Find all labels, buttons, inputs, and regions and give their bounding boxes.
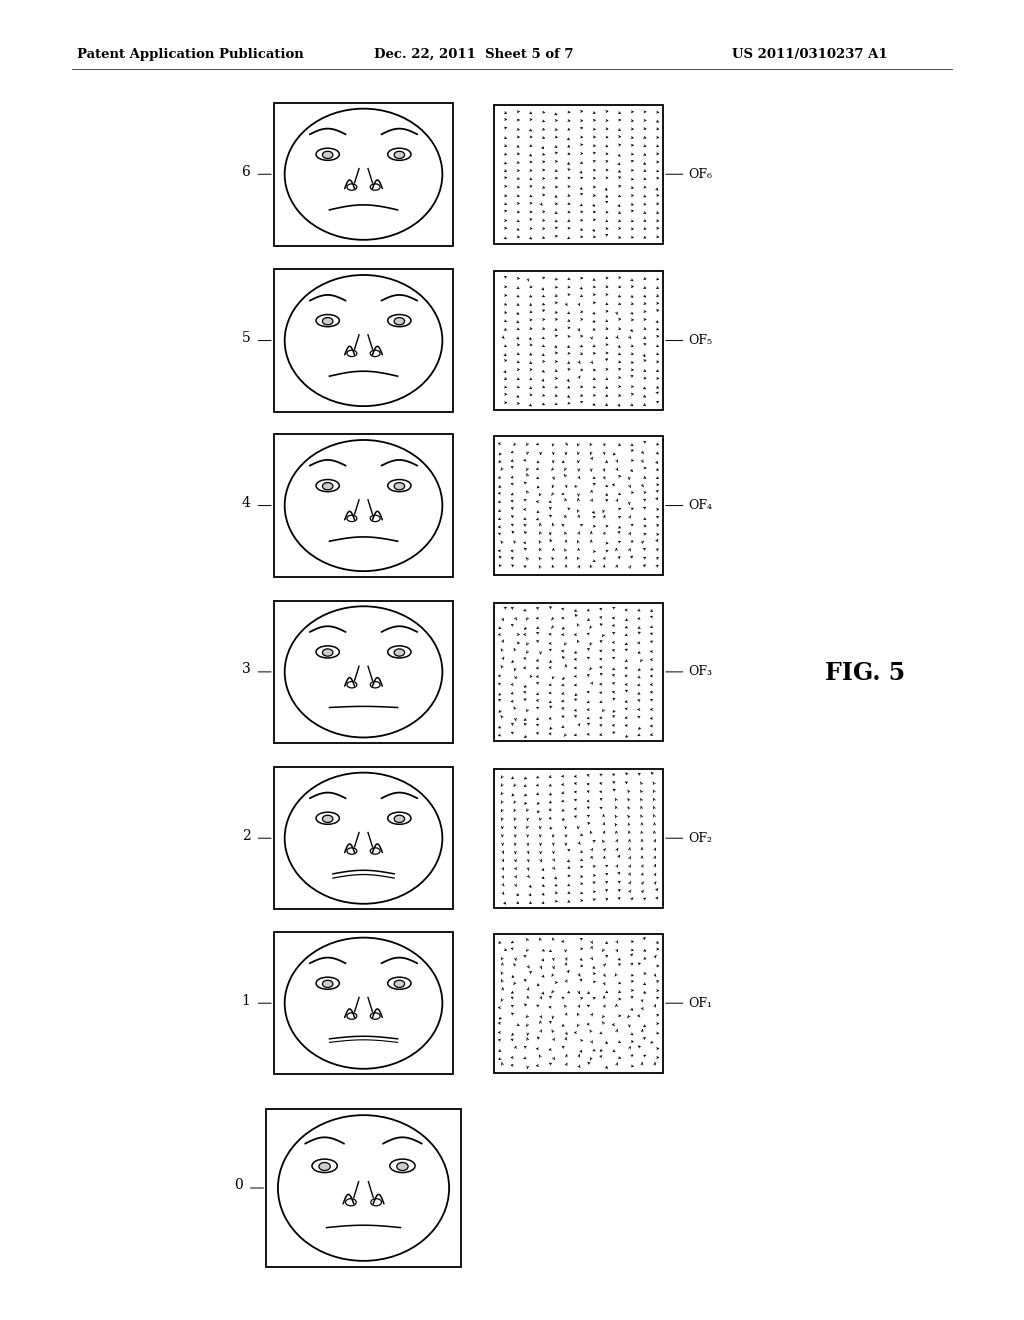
- Bar: [273, 434, 453, 577]
- Ellipse shape: [388, 812, 411, 824]
- Ellipse shape: [316, 977, 339, 989]
- Ellipse shape: [285, 772, 442, 904]
- Ellipse shape: [316, 314, 339, 326]
- Text: OF₃: OF₃: [688, 665, 713, 678]
- Ellipse shape: [394, 649, 404, 656]
- Ellipse shape: [285, 440, 442, 572]
- Bar: [273, 269, 453, 412]
- Text: 0: 0: [233, 1179, 243, 1192]
- Ellipse shape: [371, 847, 380, 854]
- Ellipse shape: [347, 1012, 356, 1019]
- Ellipse shape: [371, 681, 380, 688]
- Bar: [494, 272, 664, 409]
- Ellipse shape: [323, 649, 333, 656]
- Ellipse shape: [388, 314, 411, 326]
- Ellipse shape: [371, 1199, 382, 1206]
- Ellipse shape: [394, 981, 404, 987]
- Text: 6: 6: [242, 165, 250, 178]
- Ellipse shape: [312, 1159, 337, 1172]
- Bar: [273, 932, 453, 1074]
- Ellipse shape: [394, 816, 404, 822]
- Text: Patent Application Publication: Patent Application Publication: [77, 48, 303, 61]
- Ellipse shape: [388, 645, 411, 657]
- Bar: [273, 767, 453, 909]
- Ellipse shape: [347, 183, 356, 190]
- Ellipse shape: [285, 937, 442, 1069]
- Ellipse shape: [394, 152, 404, 158]
- Ellipse shape: [347, 847, 356, 854]
- Ellipse shape: [323, 816, 333, 822]
- Text: 5: 5: [242, 331, 250, 345]
- Ellipse shape: [396, 1163, 409, 1171]
- Ellipse shape: [388, 977, 411, 989]
- Ellipse shape: [323, 152, 333, 158]
- Ellipse shape: [394, 318, 404, 325]
- Text: FIG. 5: FIG. 5: [825, 661, 905, 685]
- Text: OF₁: OF₁: [688, 997, 713, 1010]
- Ellipse shape: [371, 183, 380, 190]
- Ellipse shape: [316, 812, 339, 824]
- Text: OF₂: OF₂: [688, 832, 713, 845]
- Text: 1: 1: [242, 994, 250, 1007]
- Ellipse shape: [316, 148, 339, 160]
- Ellipse shape: [323, 318, 333, 325]
- Bar: [266, 1109, 461, 1267]
- Ellipse shape: [390, 1159, 415, 1172]
- Ellipse shape: [285, 108, 442, 240]
- Ellipse shape: [388, 148, 411, 160]
- Ellipse shape: [316, 645, 339, 657]
- Ellipse shape: [347, 681, 356, 688]
- Bar: [494, 935, 664, 1072]
- Ellipse shape: [371, 1012, 380, 1019]
- Text: 3: 3: [242, 663, 250, 676]
- Ellipse shape: [371, 350, 380, 356]
- Ellipse shape: [347, 515, 356, 521]
- Bar: [273, 103, 453, 246]
- Bar: [494, 106, 664, 243]
- Ellipse shape: [388, 479, 411, 491]
- Bar: [494, 602, 664, 741]
- Bar: [494, 768, 664, 908]
- Ellipse shape: [323, 981, 333, 987]
- Ellipse shape: [285, 275, 442, 407]
- Bar: [273, 601, 453, 743]
- Ellipse shape: [316, 479, 339, 491]
- Ellipse shape: [371, 515, 380, 521]
- Text: 2: 2: [242, 829, 250, 842]
- Text: Dec. 22, 2011  Sheet 5 of 7: Dec. 22, 2011 Sheet 5 of 7: [374, 48, 573, 61]
- Text: US 2011/0310237 A1: US 2011/0310237 A1: [732, 48, 888, 61]
- Ellipse shape: [345, 1199, 356, 1206]
- Text: OF₅: OF₅: [688, 334, 713, 347]
- Ellipse shape: [347, 350, 356, 356]
- Text: 4: 4: [242, 496, 250, 510]
- Text: OF₆: OF₆: [688, 168, 713, 181]
- Bar: [494, 436, 664, 576]
- Ellipse shape: [323, 483, 333, 490]
- Ellipse shape: [278, 1115, 450, 1261]
- Text: OF₄: OF₄: [688, 499, 713, 512]
- Ellipse shape: [285, 606, 442, 738]
- Ellipse shape: [318, 1163, 331, 1171]
- Ellipse shape: [394, 483, 404, 490]
